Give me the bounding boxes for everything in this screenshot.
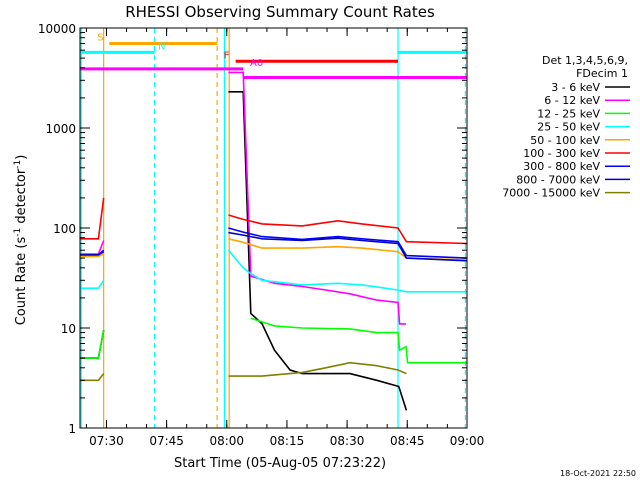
series-line-5-seg-0 bbox=[80, 197, 105, 240]
legend-label-0: 3 - 6 keV bbox=[551, 81, 600, 94]
series-line-4-seg-1 bbox=[228, 238, 468, 261]
plot-area: S N F A0 07:30 07:45 08:00 08:15 08:30 08:45 09:00… bbox=[38, 22, 484, 448]
series-line-0-seg-1 bbox=[228, 91, 408, 411]
legend-label-7: 800 - 7000 keV bbox=[516, 173, 600, 186]
legend-header-line-2: FDecim 1 bbox=[576, 67, 628, 80]
series-line-2-seg-0 bbox=[80, 330, 105, 359]
legend-label-1: 6 - 12 keV bbox=[544, 94, 600, 107]
legend-label-8: 7000 - 15000 keV bbox=[502, 187, 600, 200]
y-axis-label-sup1: -1 bbox=[13, 228, 23, 237]
x-tick-label-0: 07:30 bbox=[89, 434, 124, 448]
legend-label-6: 300 - 800 keV bbox=[523, 160, 600, 173]
x-tick-label-5: 08:45 bbox=[390, 434, 425, 448]
series-line-1-seg-0 bbox=[80, 240, 105, 255]
y-tick-label-1: 10 bbox=[61, 322, 76, 336]
legend-label-3: 25 - 50 keV bbox=[537, 121, 600, 134]
series-line-3-seg-0 bbox=[80, 279, 105, 289]
flag-label-1: N bbox=[158, 41, 165, 52]
y-tick-label-2: 100 bbox=[53, 222, 76, 236]
y-axis-label-mid: detector bbox=[14, 168, 29, 228]
series-line-5-seg-1 bbox=[228, 214, 468, 245]
y-axis-label-end: ) bbox=[14, 155, 29, 160]
legend-label-5: 100 - 300 keV bbox=[523, 147, 600, 160]
series-line-7-seg-0 bbox=[80, 251, 105, 256]
y-axis-label-main: Count Rate (s bbox=[14, 237, 29, 326]
x-tick-label-1: 07:45 bbox=[149, 434, 184, 448]
series-line-0-seg-0 bbox=[80, 330, 105, 359]
series-line-4-seg-0 bbox=[80, 253, 105, 258]
legend-header-line-1: Det 1,3,4,5,6,9, bbox=[542, 54, 628, 67]
legend-label-4: 50 - 100 keV bbox=[530, 134, 600, 147]
series-line-6-seg-1 bbox=[228, 227, 468, 259]
x-axis-label: Start Time (05-Aug-05 07:23:22) bbox=[174, 456, 386, 471]
timestamp: 18-Oct-2021 22:50 bbox=[560, 469, 636, 478]
chart-title: RHESSI Observing Summary Count Rates bbox=[125, 3, 435, 21]
x-tick-label-4: 08:30 bbox=[330, 434, 365, 448]
series-line-3-seg-1 bbox=[227, 249, 467, 293]
x-tick-label-6: 09:00 bbox=[450, 434, 485, 448]
legend-label-2: 12 - 25 keV bbox=[537, 107, 600, 120]
y-tick-label-3: 1000 bbox=[45, 122, 76, 136]
x-tick-label-3: 08:15 bbox=[270, 434, 305, 448]
flag-label-3: A0 bbox=[250, 58, 263, 69]
series-line-8-seg-0 bbox=[80, 373, 105, 382]
series-line-7-seg-1 bbox=[228, 231, 468, 262]
flag-label-0: S bbox=[97, 32, 103, 43]
axes-frame bbox=[79, 27, 468, 429]
series-line-2-seg-1 bbox=[250, 317, 467, 364]
series-line-8-seg-1 bbox=[228, 361, 407, 377]
y-tick-label-0: 1 bbox=[68, 422, 76, 436]
y-axis-label: Count Rate (s-1 detector-1) bbox=[13, 155, 29, 326]
flag-label-2: F bbox=[224, 50, 230, 61]
y-tick-label-4: 10000 bbox=[38, 22, 76, 36]
y-axis-label-sup2: -1 bbox=[13, 160, 23, 169]
series-line-1-seg-1 bbox=[228, 71, 406, 325]
x-tick-label-2: 08:00 bbox=[209, 434, 244, 448]
